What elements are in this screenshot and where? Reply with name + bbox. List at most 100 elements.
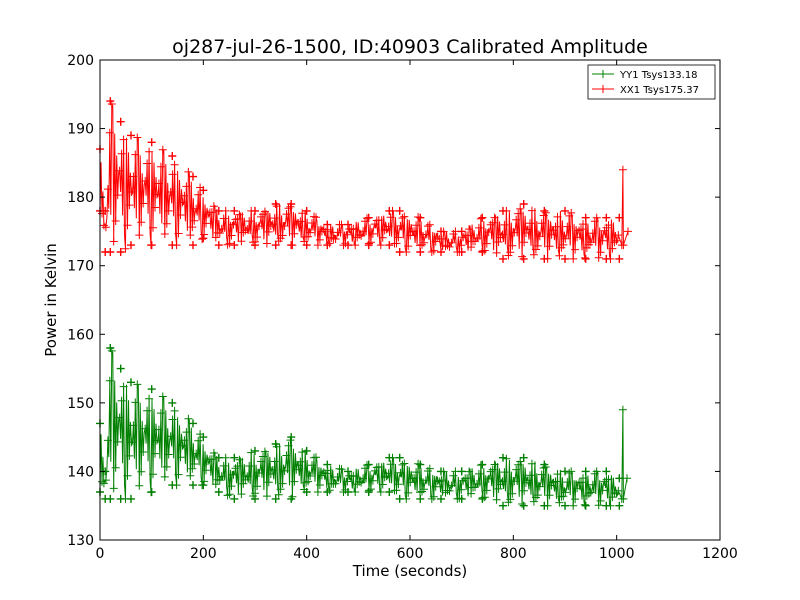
data-point [323,220,332,229]
data-point [571,245,580,254]
data-point [296,217,305,226]
legend-box [587,64,716,100]
data-point [395,206,404,215]
data-point [392,486,401,495]
data-point [580,253,589,262]
data-point [614,486,623,495]
data-point [251,446,259,455]
data-point [230,206,239,215]
data-point [519,501,528,510]
data-point [230,494,239,503]
data-point [384,222,393,231]
data-point [315,481,324,489]
data-point [580,500,589,509]
data-point [499,453,507,462]
data-point [271,200,280,208]
data-point [221,206,230,215]
y-tick-label: 190 [67,122,94,138]
data-point [225,490,234,499]
data-point [465,225,474,234]
data-point [188,223,197,232]
data-point [217,224,226,233]
data-point [482,486,491,495]
data-point [204,210,212,219]
data-point [459,233,468,242]
data-point [612,236,621,245]
data-point [302,488,311,496]
data-point [333,473,342,481]
x-axis-label: Time (seconds) [352,562,468,580]
data-point [178,198,187,207]
data-point [624,227,632,236]
data-point [125,201,134,210]
data-point [214,488,223,496]
data-point [225,239,234,248]
data-point [510,477,519,486]
data-point [166,188,175,196]
data-point [484,474,493,483]
data-point [294,219,303,228]
data-point [106,344,115,352]
data-point [441,242,450,251]
data-point [520,238,529,247]
data-point [588,480,597,489]
data-point [284,204,293,213]
data-point [259,452,267,461]
data-point [474,469,483,478]
data-point [143,159,152,168]
data-point [308,219,316,227]
legend-marker [599,70,607,78]
data-point [199,234,208,243]
data-point [447,481,456,490]
data-point [385,488,394,496]
data-point [162,219,171,228]
data-point [270,457,279,466]
data-point [298,448,307,457]
data-point [531,245,540,254]
data-point [214,241,223,250]
data-point [437,248,445,256]
data-point [437,476,446,485]
legend-marker [599,85,607,93]
data-point [512,465,521,474]
data-point [569,501,578,510]
data-point [180,191,189,200]
data-point [168,398,177,407]
data-point [257,457,265,466]
data-point [364,488,373,496]
data-point [237,490,246,499]
data-point [133,380,142,389]
data-point [602,501,611,510]
data-point [500,220,509,229]
data-point [488,465,497,474]
data-point [573,484,582,493]
data-point [498,477,507,486]
data-point [105,128,114,137]
x-tick-label: 1000 [599,546,635,562]
data-point [423,222,432,231]
data-point [386,213,395,222]
data-point [251,241,259,250]
data-point [290,229,299,238]
data-point [406,231,415,240]
data-point [431,482,440,491]
data-point [374,462,383,471]
data-point [99,479,108,488]
data-point [262,239,271,248]
data-point [343,230,352,239]
data-point [145,147,154,156]
data-point [433,232,442,241]
data-point [598,236,607,245]
data-point [408,474,417,483]
data-point [416,494,425,503]
data-point [545,242,554,251]
legend-entry: YY1 Tsys133.18 [592,70,698,81]
data-point [215,476,224,485]
data-point [610,238,619,247]
data-point [592,213,601,222]
data-point [137,218,146,227]
data-point [317,471,326,480]
data-point [239,479,248,488]
data-point [152,436,161,445]
data-point [280,466,289,475]
